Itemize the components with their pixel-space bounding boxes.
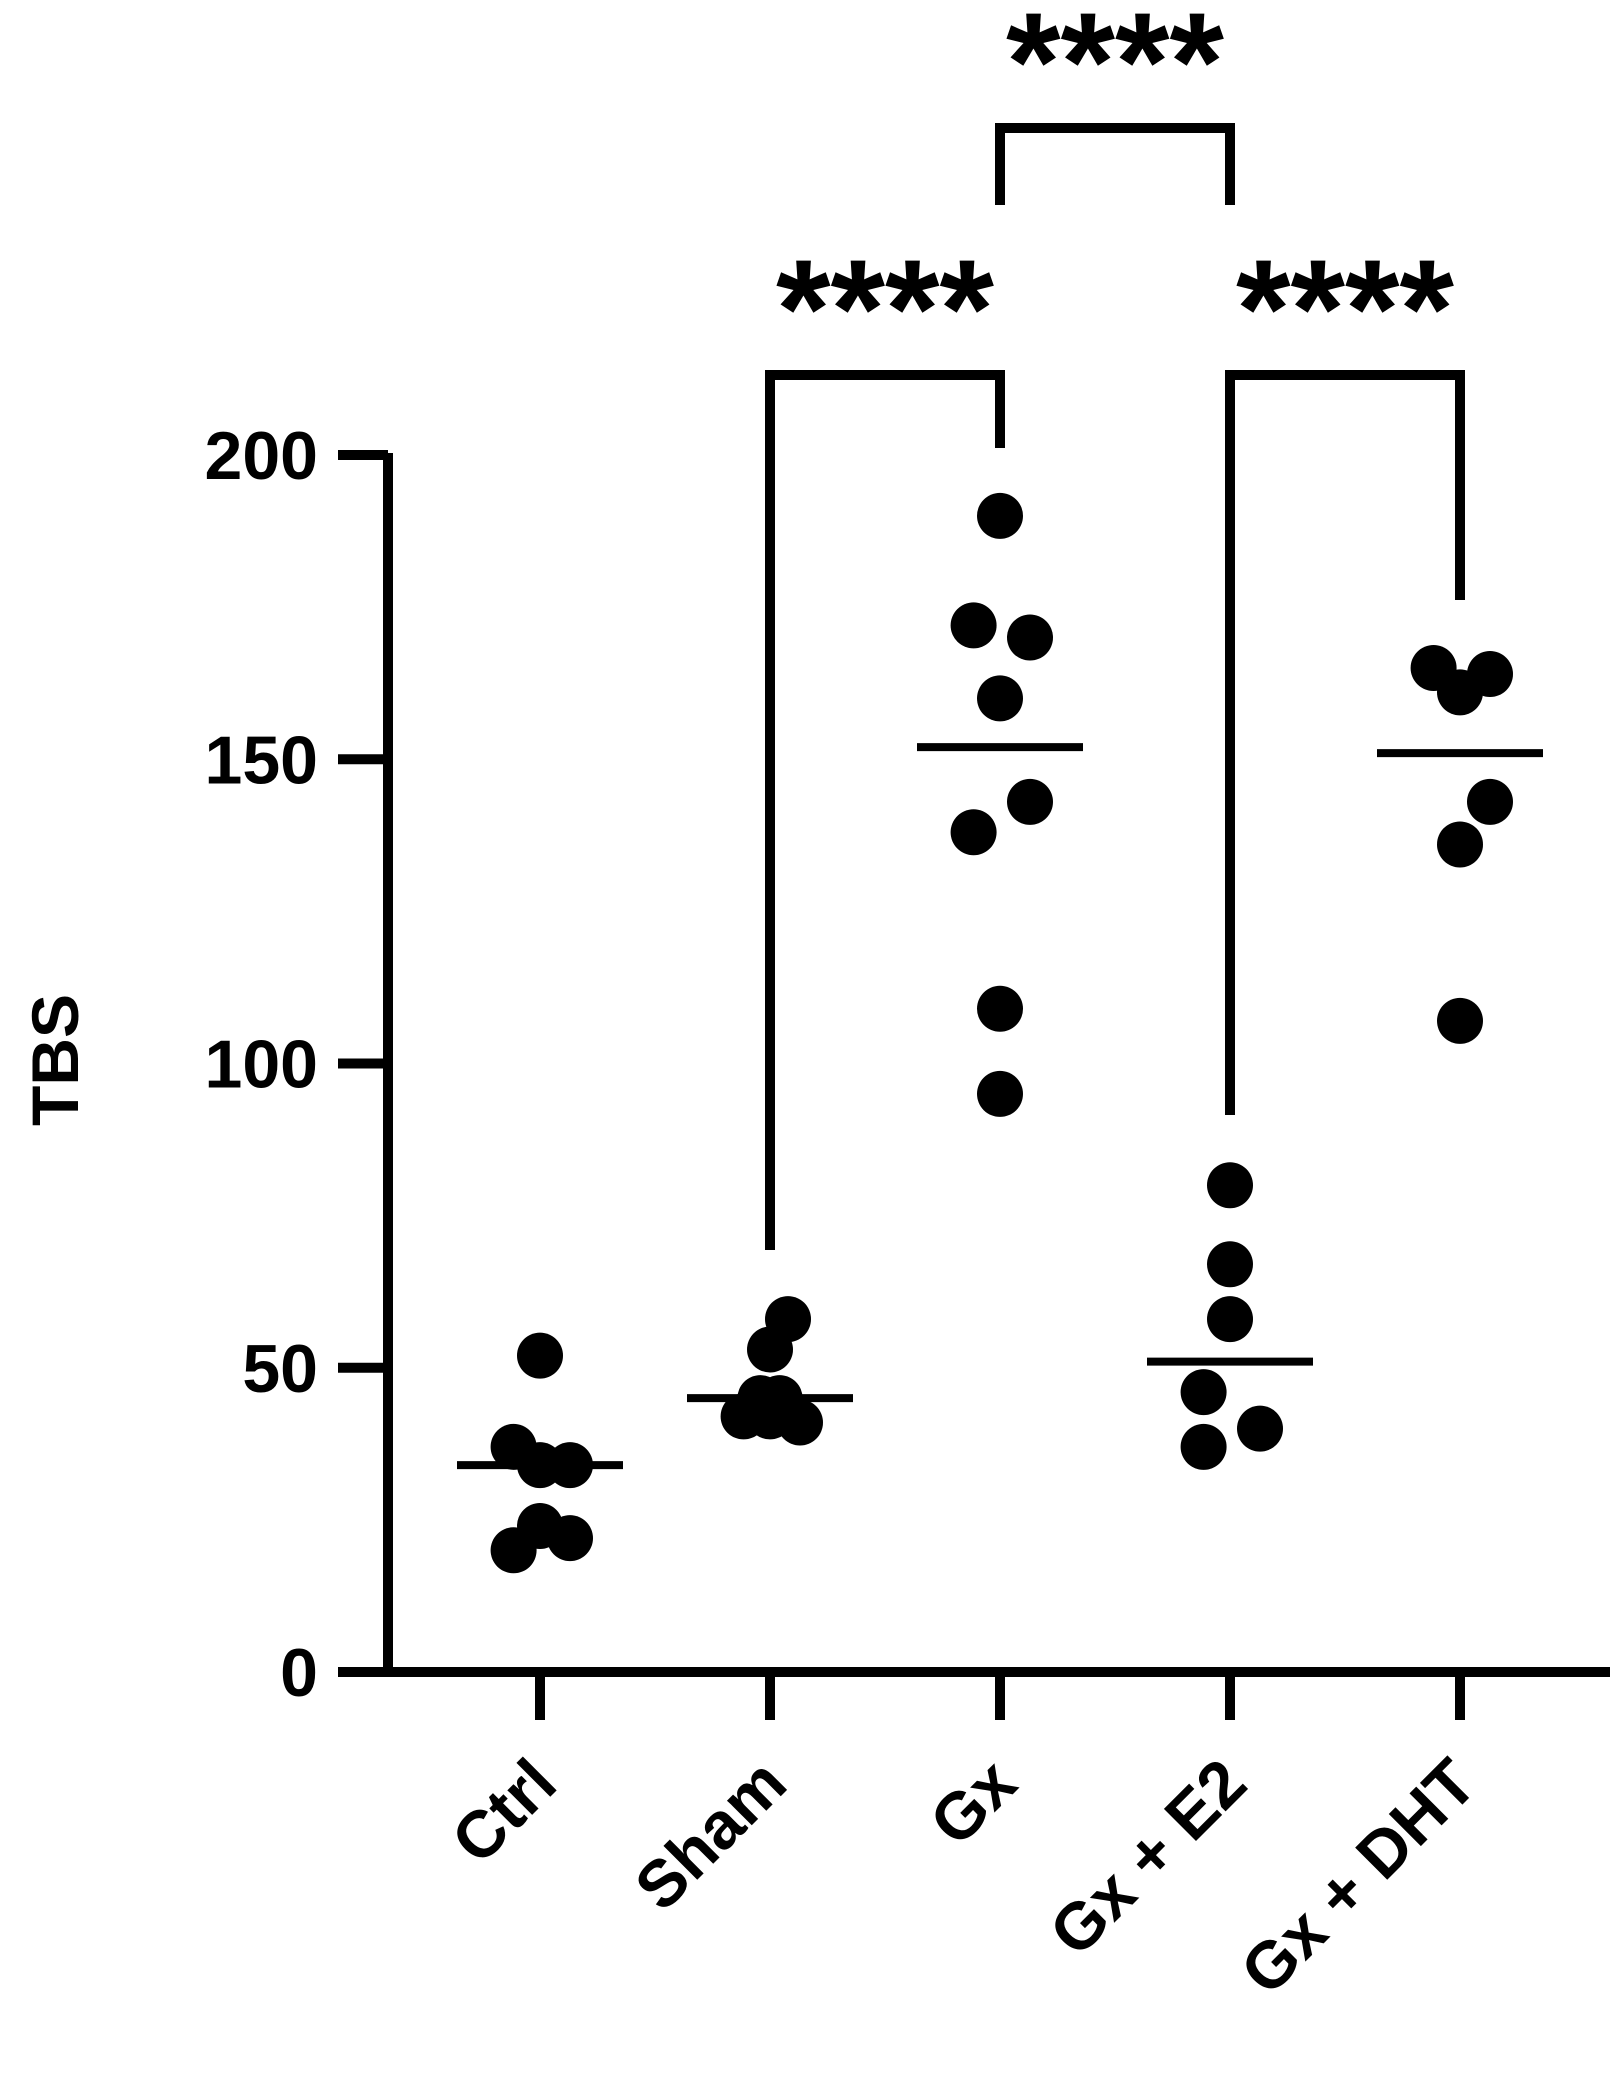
data-point xyxy=(765,1296,811,1343)
significance-label: **** xyxy=(1006,0,1224,140)
data-point xyxy=(950,809,997,856)
y-tick-label: 0 xyxy=(280,1635,318,1711)
data-point xyxy=(1180,1369,1227,1416)
significance-bracket xyxy=(1225,370,1465,1115)
data-point xyxy=(1437,821,1483,868)
data-point xyxy=(1467,651,1513,698)
data-point xyxy=(977,985,1023,1032)
y-tick-label: 200 xyxy=(205,418,318,494)
significance-label: **** xyxy=(1236,230,1454,387)
significance-bracket xyxy=(995,123,1235,205)
y-tick-label: 100 xyxy=(205,1027,318,1103)
data-point xyxy=(1207,1162,1253,1209)
data-point xyxy=(950,602,997,649)
y-tick-label: 150 xyxy=(205,722,318,798)
data-point xyxy=(977,1070,1023,1117)
x-tick-label: Sham xyxy=(620,1745,799,1924)
data-point xyxy=(1207,1241,1253,1288)
data-point xyxy=(1007,778,1053,825)
data-point xyxy=(547,1515,593,1562)
data-point xyxy=(517,1332,563,1379)
x-tick-label: Gx + E2 xyxy=(1035,1745,1260,1970)
data-point xyxy=(1207,1296,1253,1343)
data-point xyxy=(1007,614,1053,661)
significance-label: **** xyxy=(776,230,994,387)
significance-bracket xyxy=(765,370,1005,1250)
data-point xyxy=(977,675,1023,722)
mean-lines xyxy=(457,743,1543,1470)
data-point xyxy=(977,492,1023,539)
data-point xyxy=(1180,1423,1227,1470)
x-tick-label: Gx xyxy=(915,1744,1030,1859)
x-tick-label: Gx + DHT xyxy=(1226,1745,1490,2009)
data-point xyxy=(1437,997,1483,1044)
data-point xyxy=(1467,778,1513,825)
y-tick-label: 50 xyxy=(242,1331,318,1407)
y-axis-label: TBS xyxy=(18,994,92,1126)
significance-brackets: **** ******** xyxy=(765,0,1465,1250)
x-tick-label: Ctrl xyxy=(437,1745,570,1878)
data-points xyxy=(490,492,1513,1574)
data-point xyxy=(1237,1405,1283,1452)
